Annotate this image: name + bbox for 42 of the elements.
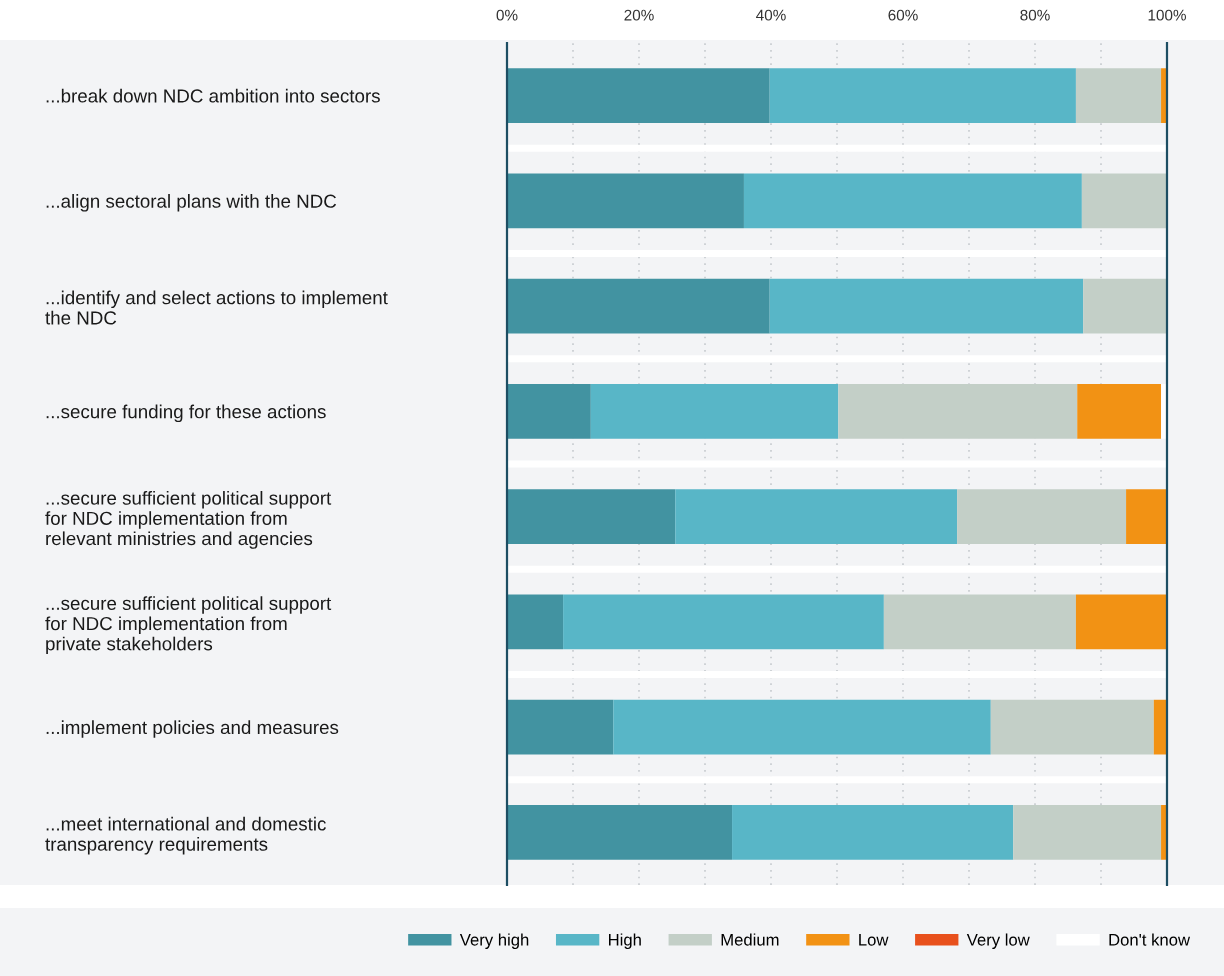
bar [507,489,676,544]
y-tick-label: ...secure sufficient political support for NDC implementation from relevant ministries and agencies [45,490,332,549]
legend-label: Medium [721,933,779,946]
bar [1075,594,1167,650]
y-tick-label: ...identify and select actions to implement the NDC [45,290,388,325]
y-tick-label: ...implement policies and measures [46,720,339,738]
bar [675,489,958,544]
bar [1081,173,1167,229]
bar [563,594,884,650]
bar [769,68,1076,123]
legend-label: Don't know [1109,933,1191,946]
y-tick-label: ...meet international and domestic transparency requirements [45,816,326,855]
legend-label: Very high [459,933,529,949]
bar [613,699,991,755]
legend-label: Low [859,934,889,946]
bar [507,68,770,123]
bar [743,173,1082,229]
x-tick-label: 40% [756,9,786,21]
bar [507,594,564,650]
bar [507,805,733,860]
legend-label: Very low [966,933,1030,949]
y-tick-label: ...break down NDC ambition into sectors [46,88,380,103]
y-tick-label: ...secure funding for these actions [46,404,326,423]
bar [507,278,770,334]
bar [1153,699,1167,755]
bar [507,699,614,755]
y-tick-label: ...secure sufficient political support for NDC implementation from private stakeholders [45,596,332,655]
bar [507,173,744,229]
bar [1077,384,1162,439]
bar [769,278,1084,334]
bar [507,384,591,439]
x-tick-label: 80% [1020,9,1050,21]
bar [1126,489,1167,544]
y-tick-label: ...align sectoral plans with the NDC [46,194,337,212]
bar [990,699,1154,755]
x-tick-label: 100% [1148,9,1186,21]
bar [732,805,1014,860]
bar [590,384,839,439]
x-tick-label: 0% [496,9,518,21]
x-tick-label: 20% [624,9,654,21]
x-tick-label: 60% [888,9,918,21]
legend-label: High [609,933,641,949]
